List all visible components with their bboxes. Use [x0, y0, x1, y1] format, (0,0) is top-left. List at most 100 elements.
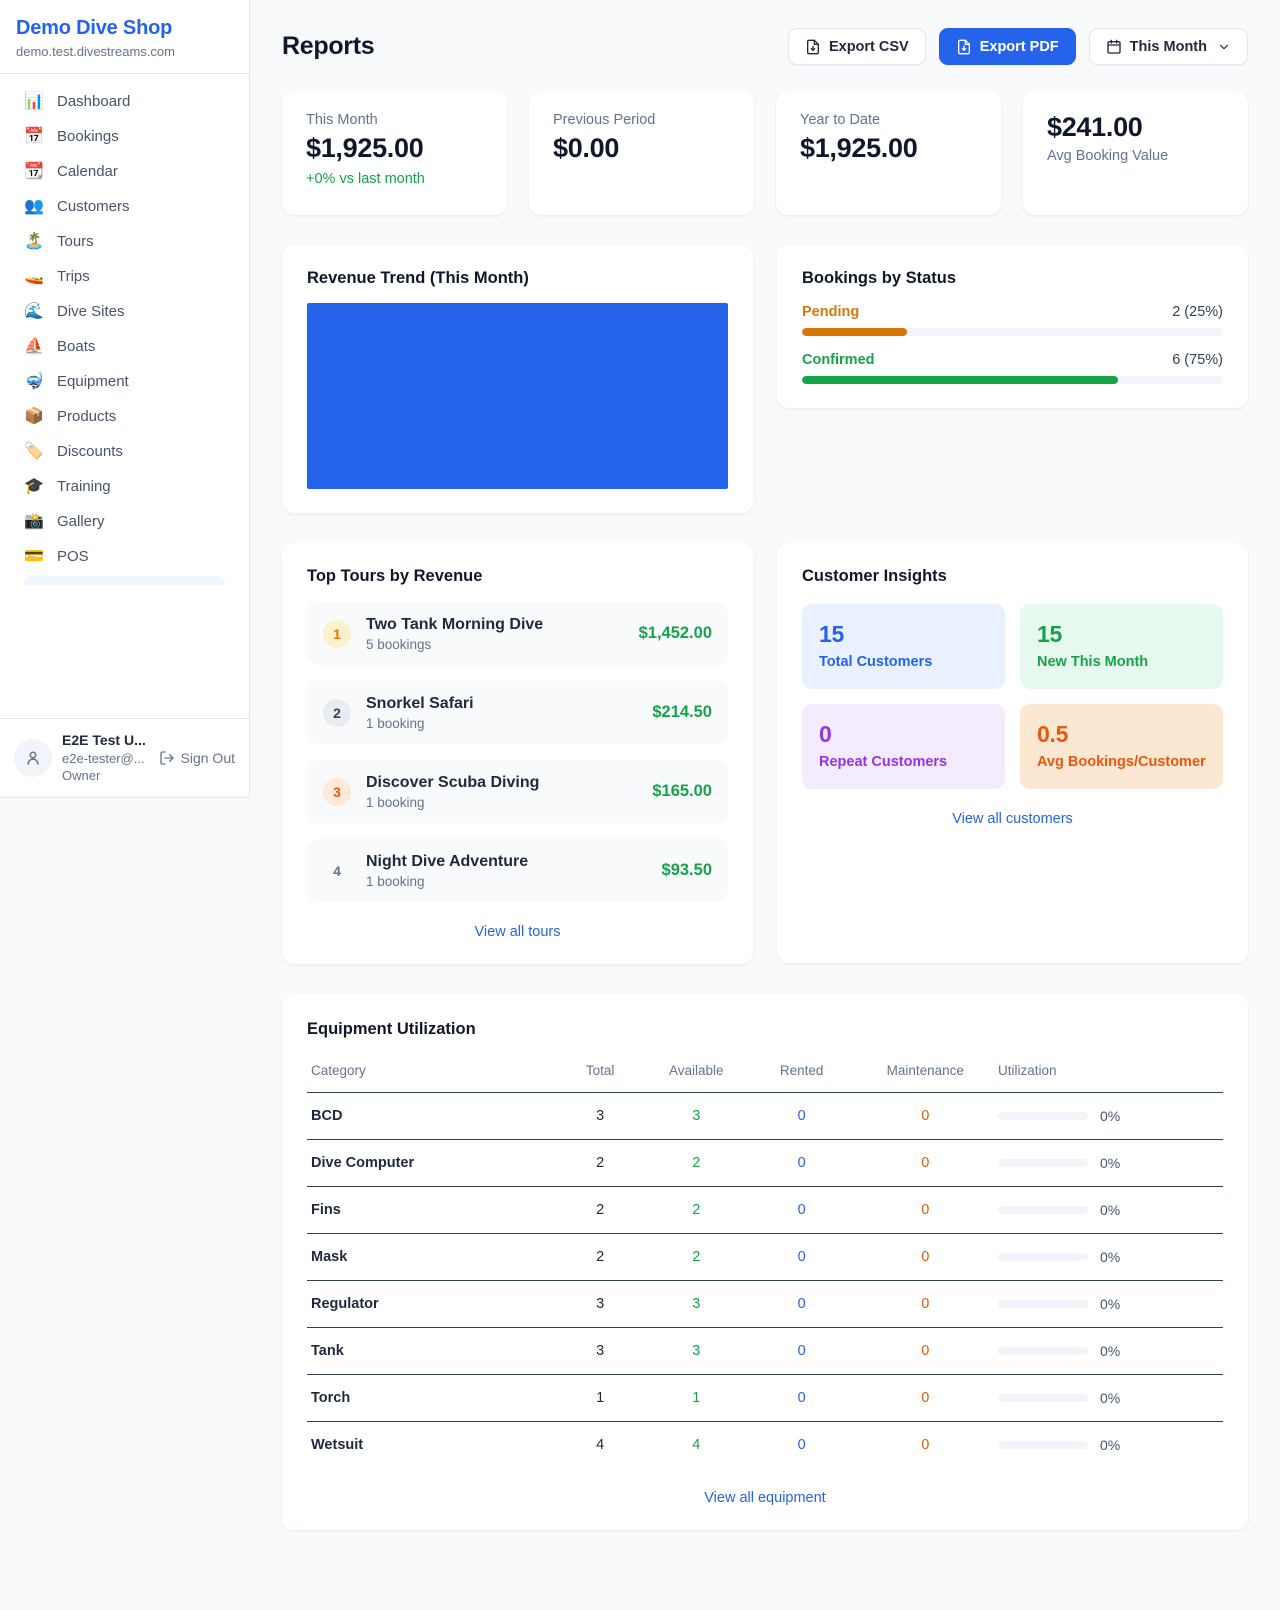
- export-pdf-button[interactable]: Export PDF: [938, 28, 1076, 65]
- utilization-bar: [997, 1300, 1088, 1308]
- view-all-customers-link[interactable]: View all customers: [952, 811, 1073, 827]
- sidebar-item-label: Tours: [57, 233, 94, 250]
- sidebar-item-discounts[interactable]: 🏷️ Discounts: [12, 434, 237, 469]
- utilization-bar: [997, 1112, 1088, 1120]
- brand-block: Demo Dive Shop demo.test.divestreams.com: [0, 0, 249, 74]
- cell-utilization: 0%: [993, 1421, 1223, 1468]
- cell-maintenance: 0: [856, 1139, 994, 1187]
- insight-value: 0.5: [1037, 721, 1069, 747]
- sidebar-item-gallery[interactable]: 📸 Gallery: [12, 504, 237, 539]
- tour-name: Discover Scuba Diving: [366, 773, 540, 791]
- page-header: Reports Export CSV Export PDF This Month: [282, 28, 1248, 65]
- sidebar-item-label: Equipment: [57, 373, 129, 390]
- sidebar-item-boats[interactable]: ⛵ Boats: [12, 329, 237, 364]
- tour-name: Night Dive Adventure: [366, 852, 529, 870]
- user-email: e2e-tester@...: [62, 750, 145, 766]
- customers-icon: 👥: [24, 197, 44, 215]
- sidebar-item-customers[interactable]: 👥 Customers: [12, 189, 237, 224]
- sidebar-item-dive-sites[interactable]: 🌊 Dive Sites: [12, 294, 237, 329]
- cell-category: BCD: [307, 1092, 555, 1140]
- sidebar-item-equipment[interactable]: 🤿 Equipment: [12, 364, 237, 399]
- utilization-label: 0%: [1099, 1108, 1121, 1124]
- period-label: This Month: [1129, 38, 1207, 55]
- cell-rented: 0: [746, 1233, 857, 1281]
- stat-label: Avg Booking Value: [1047, 148, 1169, 164]
- bookings-status-card: Bookings by Status Pending 2 (25%) Confi…: [777, 245, 1248, 408]
- utilization-label: 0%: [1099, 1343, 1121, 1359]
- sidebar-item-tours[interactable]: 🏝️ Tours: [12, 224, 237, 259]
- tour-row: 4 Night Dive Adventure 1 booking $93.50: [307, 839, 728, 902]
- file-download-icon: [806, 39, 819, 54]
- cell-rented: 0: [746, 1186, 857, 1234]
- credit-card-icon: 💳: [24, 547, 44, 565]
- sign-out-label: Sign Out: [180, 750, 235, 766]
- col-category: Category: [311, 1063, 366, 1078]
- stat-card-this-month: This Month $1,925.00 +0% vs last month: [282, 91, 507, 215]
- sidebar: Demo Dive Shop demo.test.divestreams.com…: [0, 0, 250, 798]
- sidebar-item-label: Customers: [57, 198, 130, 215]
- tour-revenue: $214.50: [652, 703, 712, 721]
- utilization-bar: [997, 1441, 1088, 1449]
- stat-change: +0% vs last month: [306, 171, 425, 187]
- cell-maintenance: 0: [856, 1280, 994, 1328]
- calendar-icon: [1107, 39, 1121, 54]
- table-row: Tank 3 3 0 0 0%: [307, 1327, 1223, 1375]
- stat-card-avg-booking-value: $241.00 Avg Booking Value: [1023, 91, 1248, 215]
- insight-value: 15: [819, 621, 844, 647]
- utilization-bar: [997, 1159, 1088, 1167]
- cell-rented: 0: [746, 1374, 857, 1422]
- view-all-tours-link[interactable]: View all tours: [474, 924, 561, 940]
- equipment-utilization-card: Equipment Utilization Category Total Ava…: [282, 994, 1248, 1530]
- utilization-label: 0%: [1099, 1437, 1121, 1453]
- cell-rented: 0: [746, 1139, 857, 1187]
- sidebar-item-bookings[interactable]: 📅 Bookings: [12, 119, 237, 154]
- user-meta: E2E Test U... e2e-tester@... Owner: [62, 731, 149, 785]
- col-available: Available: [669, 1063, 724, 1078]
- sidebar-item-products[interactable]: 📦 Products: [12, 399, 237, 434]
- sidebar-item-label: Gallery: [57, 513, 105, 530]
- cell-total: 2: [554, 1139, 646, 1187]
- sidebar-item-label: Discounts: [57, 443, 123, 460]
- tour-name: Snorkel Safari: [366, 694, 474, 712]
- insight-avg-bookings: 0.5 Avg Bookings/Customer: [1020, 704, 1223, 789]
- col-maintenance: Maintenance: [886, 1063, 964, 1078]
- table-row: Regulator 3 3 0 0 0%: [307, 1280, 1223, 1328]
- stat-label: Year to Date: [800, 112, 881, 128]
- sidebar-item-label: Training: [57, 478, 111, 495]
- table-row: Torch 1 1 0 0 0%: [307, 1374, 1223, 1422]
- table-row: Fins 2 2 0 0 0%: [307, 1186, 1223, 1234]
- sidebar-item-pos[interactable]: 💳 POS: [12, 539, 237, 574]
- equipment-table: Category Total Available Rented Maintena…: [307, 1055, 1223, 1468]
- cell-category: Torch: [307, 1374, 555, 1422]
- insight-label: Repeat Customers: [819, 754, 948, 770]
- sidebar-item-training[interactable]: 🎓 Training: [12, 469, 237, 504]
- sidebar-item-reports-partial[interactable]: [24, 576, 225, 585]
- sidebar-item-trips[interactable]: 🚤 Trips: [12, 259, 237, 294]
- sidebar-item-dashboard[interactable]: 📊 Dashboard: [12, 84, 237, 119]
- sign-out-button[interactable]: Sign Out: [159, 750, 235, 766]
- period-select[interactable]: This Month: [1088, 28, 1248, 65]
- col-rented: Rented: [779, 1063, 824, 1078]
- table-row: Wetsuit 4 4 0 0 0%: [307, 1421, 1223, 1468]
- revenue-trend-card: Revenue Trend (This Month): [282, 245, 753, 513]
- tour-row: 3 Discover Scuba Diving 1 booking $165.00: [307, 760, 728, 823]
- tour-revenue: $165.00: [652, 782, 712, 800]
- cell-total: 3: [554, 1092, 646, 1140]
- view-all-equipment-link[interactable]: View all equipment: [704, 1490, 826, 1506]
- export-csv-button[interactable]: Export CSV: [787, 28, 926, 65]
- sidebar-item-label: Products: [57, 408, 117, 425]
- utilization-bar: [997, 1394, 1088, 1402]
- tour-bookings: 5 bookings: [366, 636, 432, 652]
- table-row: BCD 3 3 0 0 0%: [307, 1092, 1223, 1140]
- cell-available: 3: [645, 1092, 747, 1140]
- cell-utilization: 0%: [993, 1280, 1223, 1328]
- sidebar-item-calendar[interactable]: 📆 Calendar: [12, 154, 237, 189]
- cell-total: 4: [554, 1421, 646, 1468]
- status-bar-track: [802, 376, 1223, 384]
- export-csv-label: Export CSV: [828, 38, 909, 55]
- cell-maintenance: 0: [856, 1374, 994, 1422]
- insight-value: 0: [819, 721, 832, 747]
- cell-total: 3: [554, 1280, 646, 1328]
- status-row-confirmed: Confirmed 6 (75%): [802, 352, 1223, 384]
- top-tours-card: Top Tours by Revenue 1 Two Tank Morning …: [282, 543, 753, 964]
